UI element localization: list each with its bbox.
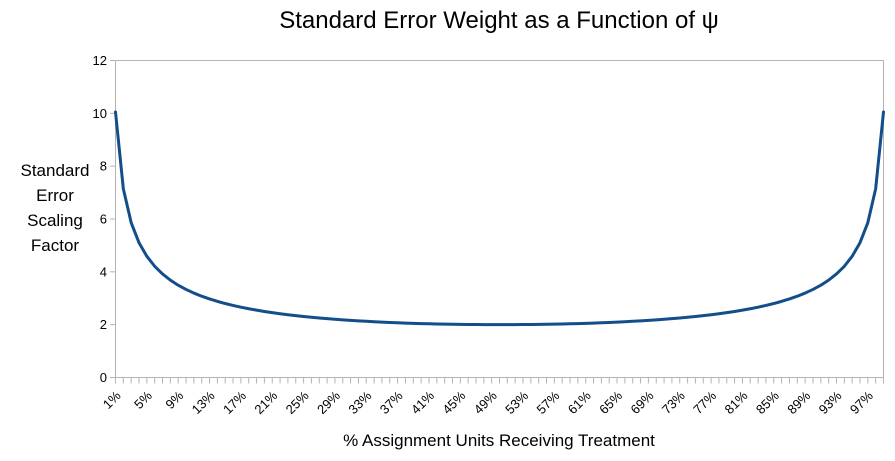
x-axis-title: % Assignment Units Receiving Treatment	[343, 431, 655, 450]
x-tick-label: 53%	[502, 388, 531, 417]
y-tick-label: 0	[100, 370, 107, 385]
x-tick-label: 9%	[162, 388, 186, 412]
y-tick-label: 8	[100, 159, 107, 174]
x-tick-label: 33%	[345, 388, 374, 417]
x-tick-label: 5%	[131, 388, 155, 412]
chart-title: Standard Error Weight as a Function of ψ	[279, 7, 719, 34]
x-tick-label: 29%	[314, 388, 343, 417]
x-tick-label: 25%	[283, 388, 312, 417]
x-tick-label: 73%	[659, 388, 688, 417]
x-tick-label: 85%	[753, 388, 782, 417]
y-axis-title: Standard Error Scaling Factor	[20, 161, 90, 255]
plot-border	[115, 60, 884, 378]
x-tick-label: 77%	[690, 388, 719, 417]
y-tick-label: 2	[100, 317, 107, 332]
y-tick-label: 12	[93, 53, 107, 68]
x-tick-label: 21%	[251, 388, 280, 417]
x-tick-label: 69%	[628, 388, 657, 417]
x-tick-label: 97%	[847, 388, 876, 417]
x-tick-label: 93%	[816, 388, 845, 417]
x-tick-label: 57%	[533, 388, 562, 417]
x-tick-label: 1%	[100, 388, 124, 412]
x-tick-label: 65%	[596, 388, 625, 417]
x-tick-label: 17%	[220, 388, 249, 417]
x-tick-label: 45%	[439, 388, 468, 417]
x-tick-label: 37%	[377, 388, 406, 417]
x-tick-label: 81%	[722, 388, 751, 417]
y-tick-label: 6	[100, 212, 107, 227]
x-tick-label: 49%	[471, 388, 500, 417]
x-tick-label: 41%	[408, 388, 437, 417]
series-curve	[114, 110, 885, 327]
x-tick-label: 13%	[189, 388, 218, 417]
y-tick-label: 4	[100, 264, 107, 279]
x-tick-label: 61%	[565, 388, 594, 417]
y-tick-label: 10	[93, 106, 107, 121]
x-tick-label: 89%	[784, 388, 813, 417]
